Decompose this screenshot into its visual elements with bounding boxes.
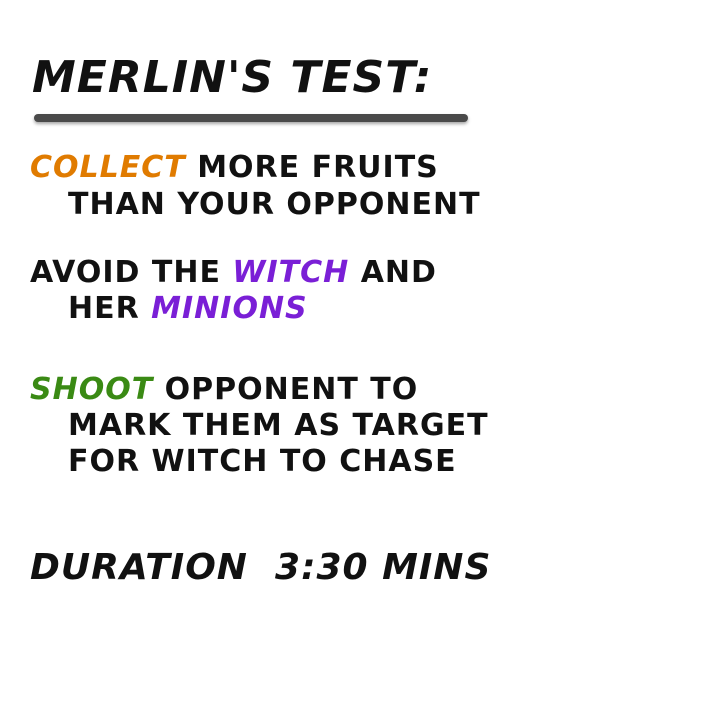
avoid-line2-prefix: her (68, 291, 140, 326)
rule-avoid-line-1: Avoid the Witch and (30, 258, 437, 288)
rule-shoot-line-2: mark them as target (68, 408, 489, 443)
rule-shoot-line-1: Shoot opponent to (30, 375, 418, 405)
rule-collect-line-2: than your opponent (68, 187, 481, 222)
title-underline (34, 114, 468, 122)
duration-label: Duration (30, 547, 248, 588)
collect-rest: more fruits (197, 150, 439, 185)
avoid-middle: and (360, 255, 437, 290)
shoot-rest: opponent to (164, 372, 419, 407)
rule-collect-line-1: Collect more fruits (30, 153, 439, 183)
duration-value: 3:30 mins (275, 547, 492, 588)
minions-keyword: Minions (151, 291, 308, 326)
avoid-prefix: Avoid the (30, 255, 221, 290)
witch-keyword: Witch (232, 255, 350, 290)
rule-avoid-line-2: her Minions (68, 294, 308, 324)
rule-shoot-line-3: for witch to chase (68, 444, 457, 479)
shoot-keyword: Shoot (30, 372, 154, 407)
collect-keyword: Collect (30, 150, 186, 185)
duration-row: Duration 3:30 mins (30, 550, 491, 586)
screen-title: Merlin's Test: (32, 52, 433, 103)
